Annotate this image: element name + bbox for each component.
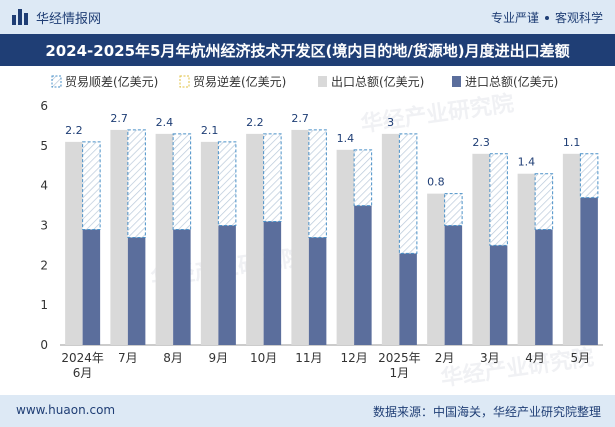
surplus-data-label: 2.7 (110, 112, 128, 125)
y-tick-label: 6 (40, 99, 48, 113)
x-tick-label: 5月 (571, 351, 591, 365)
legend-swatch-import (452, 76, 461, 87)
surplus-data-label: 2.2 (65, 124, 83, 137)
legend-swatch-surplus (51, 75, 62, 88)
tag-professional: 专业严谨 (490, 11, 539, 25)
legend-label: 贸易顺差(亿美元) (65, 74, 158, 89)
export-bar (65, 141, 83, 345)
export-bar (155, 133, 174, 345)
y-tick-label: 5 (40, 139, 48, 153)
export-bar (110, 129, 128, 345)
surplus-data-label: 3 (387, 116, 394, 129)
chart: 贸易顺差(亿美元) 贸易逆差(亿美元) 出口总额(亿美元) 进口总额(亿美元) 012… (40, 74, 603, 380)
surplus-bar (579, 153, 599, 199)
surplus-bar (353, 149, 373, 207)
surplus-bar (172, 133, 192, 230)
surplus-bar (82, 141, 101, 230)
footer-bar: www.huaon.com 数据来源：中国海关，华经产业研究院整理 (0, 395, 615, 427)
x-tick-label: 9月 (209, 351, 229, 365)
legend-label: 贸易逆差(亿美元) (193, 74, 286, 89)
x-tick-label: 6月 (73, 366, 93, 380)
x-tick-label: 1月 (390, 366, 410, 380)
legend-label: 进口总额(亿美元) (465, 74, 558, 89)
export-bar (381, 133, 400, 345)
import-bar (535, 229, 553, 345)
surplus-bar (398, 133, 418, 254)
export-bar (246, 133, 264, 345)
surplus-data-label: 1.1 (563, 136, 581, 149)
surplus-data-label: 2.1 (201, 124, 219, 137)
surplus-data-label: 1.4 (337, 132, 355, 145)
x-tick-label: 11月 (295, 351, 322, 365)
x-tick-label: 7月 (118, 351, 138, 365)
surplus-data-label: 2.4 (156, 116, 174, 129)
chart-title: 2024-2025年5月年杭州经济技术开发区(境内目的地/货源地)月度进出口差额 (45, 42, 570, 60)
x-tick-label: 10月 (250, 351, 277, 365)
export-bar (291, 129, 309, 345)
legend-swatch-deficit (179, 75, 190, 88)
title-bar: 2024-2025年5月年杭州经济技术开发区(境内目的地/货源地)月度进出口差额 (0, 34, 615, 66)
x-tick-label: 4月 (525, 351, 545, 365)
import-bar (127, 237, 146, 345)
logo-icon (12, 9, 30, 25)
export-bar (562, 153, 581, 345)
x-tick-label: 8月 (163, 351, 183, 365)
import-bar (444, 225, 463, 345)
surplus-bar (263, 133, 282, 223)
export-bar (427, 193, 445, 345)
dot-icon (544, 15, 549, 20)
surplus-data-label: 2.7 (291, 112, 309, 125)
x-tick-label: 2月 (435, 351, 455, 365)
surplus-bar (489, 153, 508, 246)
surplus-bar (444, 193, 463, 226)
surplus-bar (534, 173, 554, 230)
x-tick-label: 12月 (340, 351, 367, 365)
import-bar (263, 221, 282, 345)
tag-objective: 客观科学 (554, 11, 603, 25)
surplus-bar (127, 129, 146, 238)
header-bar: 华经情报网 专业严谨 客观科学 (0, 0, 615, 34)
y-tick-label: 0 (40, 338, 48, 352)
y-tick-label: 1 (40, 298, 48, 312)
import-bar (173, 229, 191, 345)
import-bar (399, 253, 417, 345)
x-tick-label: 2025年 (378, 351, 421, 365)
surplus-data-label: 0.8 (427, 176, 445, 189)
brand-name: 华经情报网 (36, 11, 102, 27)
x-tick-label: 2024年 (61, 351, 104, 365)
surplus-bar (217, 141, 237, 226)
export-bar (336, 149, 355, 345)
import-bar (218, 225, 236, 345)
import-bar (489, 245, 508, 345)
legend: 贸易顺差(亿美元) 贸易逆差(亿美元) 出口总额(亿美元) 进口总额(亿美元) (51, 74, 558, 89)
y-tick-label: 2 (40, 258, 48, 272)
legend-label: 出口总额(亿美元) (331, 74, 424, 89)
surplus-bar (308, 129, 327, 238)
export-bar (200, 141, 219, 345)
import-bar (82, 229, 101, 345)
surplus-data-label: 2.3 (472, 136, 490, 149)
export-bar (517, 173, 536, 345)
y-tick-label: 3 (40, 219, 48, 233)
site-link[interactable]: www.huaon.com (16, 403, 116, 417)
import-bar (308, 237, 327, 345)
data-source: 数据来源：中国海关，华经产业研究院整理 (372, 405, 601, 419)
brand[interactable]: 华经情报网 (12, 8, 102, 27)
header-tags: 专业严谨 客观科学 (491, 9, 603, 26)
legend-swatch-export (318, 76, 327, 87)
surplus-data-label: 2.2 (246, 116, 264, 129)
x-tick-label: 3月 (480, 351, 500, 365)
y-tick-label: 4 (40, 179, 48, 193)
import-bar (354, 205, 372, 345)
import-bar (580, 197, 598, 345)
export-bar (472, 153, 490, 345)
surplus-data-label: 1.4 (518, 156, 536, 169)
